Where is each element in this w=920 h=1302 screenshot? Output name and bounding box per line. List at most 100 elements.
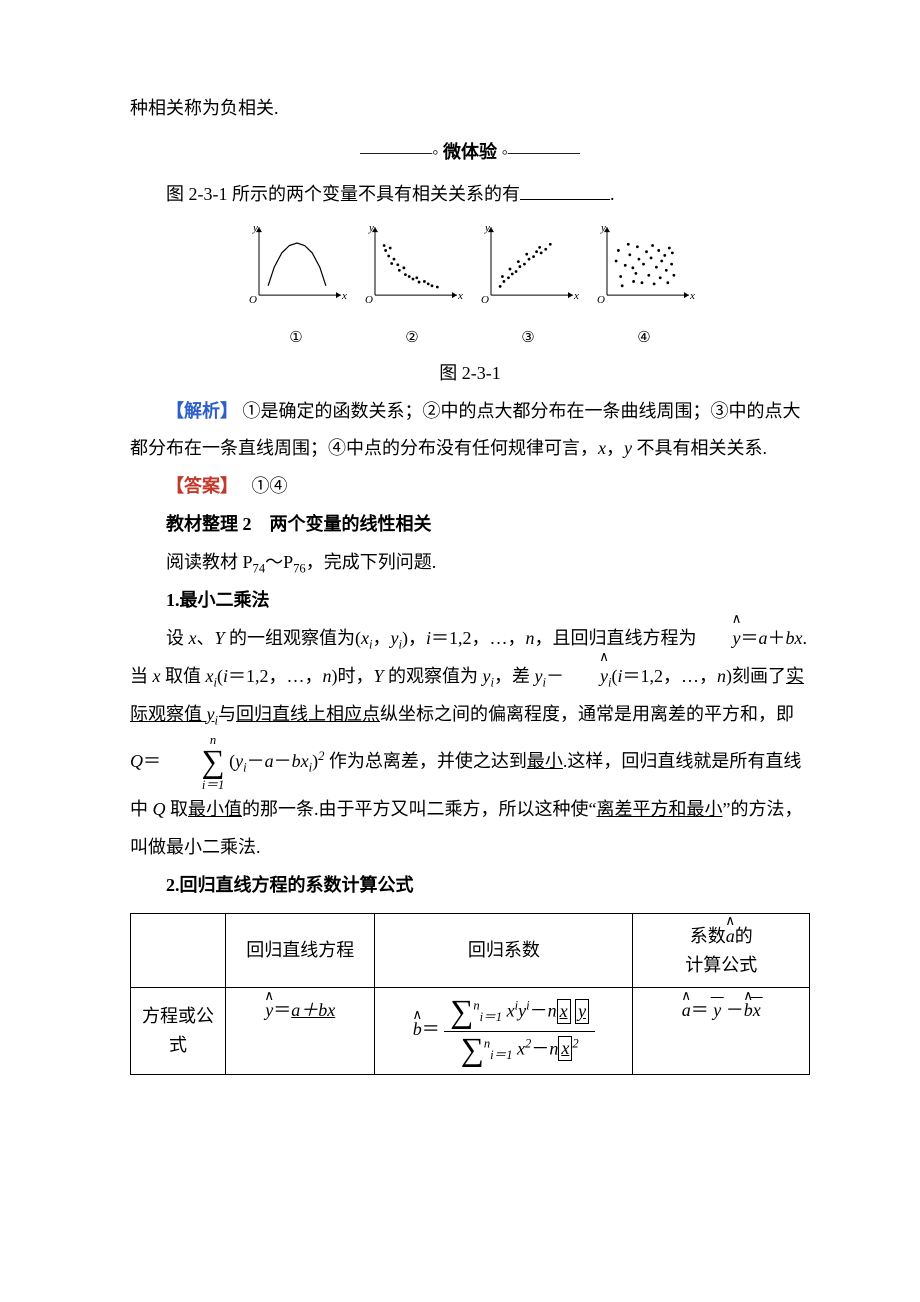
t: 纵坐标之间的偏离程度，通常是用离差的平方和，即 bbox=[380, 704, 794, 724]
rb: ～P bbox=[265, 552, 293, 572]
divider-right: ◦———— bbox=[502, 142, 580, 162]
var-n: n bbox=[526, 628, 535, 648]
var-y: y bbox=[624, 438, 632, 458]
var-yi: y bbox=[207, 704, 215, 724]
y-hat-i: ∧y bbox=[564, 658, 608, 696]
u-sq: 离差平方和最小 bbox=[597, 799, 723, 819]
var-x: x bbox=[153, 666, 161, 686]
var-a: a bbox=[759, 628, 768, 648]
var-b: b bbox=[413, 1019, 422, 1039]
xbar: x bbox=[560, 1001, 568, 1021]
table-row: 回归直线方程 回归系数 系数∧a的计算公式 bbox=[131, 913, 810, 988]
td-ahat: ∧a＝ y －∧bx bbox=[633, 988, 810, 1075]
sig-i: i＝1 bbox=[480, 1010, 502, 1024]
read-textbook: 阅读教材 P74～P76，完成下列问题. bbox=[130, 544, 810, 582]
eqline-body: a＋bx bbox=[291, 1000, 335, 1020]
t: ，差 bbox=[494, 666, 535, 686]
t: 计算公式 bbox=[685, 955, 757, 975]
svg-text:x: x bbox=[457, 290, 463, 302]
dash: － bbox=[530, 1001, 548, 1021]
rc: ，完成下列问题. bbox=[306, 552, 437, 572]
th-a: 系数∧a的计算公式 bbox=[633, 913, 810, 988]
t: )刻画了 bbox=[726, 666, 786, 686]
b-hat: ∧b bbox=[413, 1015, 422, 1044]
t: ＋ bbox=[768, 628, 786, 648]
ybar: y bbox=[578, 1001, 586, 1021]
svg-text:y: y bbox=[368, 222, 374, 234]
svg-text:O: O bbox=[597, 294, 605, 306]
var-a: a bbox=[726, 926, 735, 946]
var-xi: x bbox=[301, 751, 309, 771]
var-y: y bbox=[265, 1000, 273, 1020]
sq: 2 bbox=[572, 1036, 578, 1050]
t: 取值 bbox=[161, 666, 206, 686]
var-x: x bbox=[795, 628, 803, 648]
ra: 阅读教材 P bbox=[166, 552, 253, 572]
divider-label: 微体验 bbox=[443, 142, 497, 162]
b-hat-fraction: ∑ ni＝1 xiyi－nx y ∑ ni＝1 x2－nx2 bbox=[444, 996, 595, 1066]
answer-text: ①④ bbox=[252, 476, 288, 496]
svg-text:y: y bbox=[600, 222, 606, 234]
var-n: n bbox=[323, 666, 332, 686]
sub-i: i bbox=[243, 760, 247, 774]
x-bar: x bbox=[753, 996, 761, 1025]
x: x bbox=[517, 1038, 525, 1058]
var-xi: x bbox=[361, 628, 369, 648]
question-1-suffix: . bbox=[610, 184, 615, 204]
svg-text:O: O bbox=[249, 294, 257, 306]
t2: 不具有相关关系. bbox=[632, 438, 767, 458]
t1: ， bbox=[606, 438, 624, 458]
coef-table: 回归直线方程 回归系数 系数∧a的计算公式 方程或公式 ∧y＝a＋bx ∧b＝ … bbox=[130, 913, 810, 1075]
section-divider: ————◦ 微体验 ◦———— bbox=[130, 134, 810, 172]
var-x: x bbox=[189, 628, 197, 648]
figure-2-3-1: yxO①yxO②yxO③yxO④ bbox=[130, 219, 810, 354]
var-a: a bbox=[265, 751, 274, 771]
td-bhat: ∧b＝ ∑ ni＝1 xiyi－nx y ∑ ni＝1 x2－nx2 bbox=[375, 988, 633, 1075]
var-yi: y bbox=[535, 666, 543, 686]
t: )时， bbox=[332, 666, 374, 686]
var-yi: y bbox=[391, 628, 399, 648]
var-x: x bbox=[598, 438, 606, 458]
svg-text:x: x bbox=[573, 290, 579, 302]
para-prev-tail: 种相关称为负相关. bbox=[130, 90, 810, 128]
answer-label: 【答案】 bbox=[166, 476, 229, 496]
lsq-para: 设 x、Y 的一组观察值为(xi，yi)，i＝1,2，…，n，且回归直线方程为∧… bbox=[130, 620, 810, 867]
var-Q: Q bbox=[153, 799, 166, 819]
td-label: 方程或公式 bbox=[131, 988, 226, 1075]
scatter-panel: yxO② bbox=[357, 219, 467, 354]
section-2-heading: 教材整理 2 两个变量的线性相关 bbox=[130, 506, 810, 544]
panel-label: ③ bbox=[473, 323, 583, 355]
sigma-num: ∑ bbox=[450, 996, 473, 1028]
page: 种相关称为负相关. ————◦ 微体验 ◦———— 图 2-3-1 所示的两个变… bbox=[0, 0, 920, 1135]
panel-label: ④ bbox=[589, 323, 699, 355]
a-hat: ∧a bbox=[682, 996, 691, 1025]
t: ＝1,2，…， bbox=[623, 666, 718, 686]
t: 与 bbox=[218, 704, 236, 724]
xbar: x bbox=[561, 1038, 569, 1058]
analysis-para: 【解析】 ①是确定的函数关系；②中的点大都分布在一条曲线周围；③中的点大都分布在… bbox=[130, 393, 810, 469]
scatter-panel: yxO① bbox=[241, 219, 351, 354]
x: x bbox=[507, 1001, 515, 1021]
t: ，且回归直线方程为 bbox=[535, 628, 697, 648]
t: 作为总离差，并使之达到 bbox=[324, 751, 527, 771]
td-eqline: ∧y＝a＋bx bbox=[226, 988, 375, 1075]
var-yi: y bbox=[483, 666, 491, 686]
n: n bbox=[549, 1038, 558, 1058]
th-coef: 回归系数 bbox=[375, 913, 633, 988]
t: 取 bbox=[166, 799, 189, 819]
t: ＝1,2，…， bbox=[228, 666, 323, 686]
panel-label: ② bbox=[357, 323, 467, 355]
blank-line bbox=[520, 182, 610, 200]
t: － bbox=[546, 666, 564, 686]
var-n: n bbox=[717, 666, 726, 686]
t: 的那一条.由于平方又叫二乘方，所以这种使“ bbox=[242, 799, 597, 819]
t: 系数 bbox=[690, 926, 726, 946]
ybar-box: y bbox=[575, 999, 589, 1024]
figure-caption: 图 2-3-1 bbox=[130, 355, 810, 393]
svg-text:y: y bbox=[252, 222, 258, 234]
var-yi: y bbox=[235, 751, 243, 771]
u-regpt: 回归直线上相应点 bbox=[236, 704, 380, 724]
answer-para: 【答案】 ①④ bbox=[130, 468, 810, 506]
scatter-panel: yxO③ bbox=[473, 219, 583, 354]
dash: － bbox=[531, 1038, 549, 1058]
